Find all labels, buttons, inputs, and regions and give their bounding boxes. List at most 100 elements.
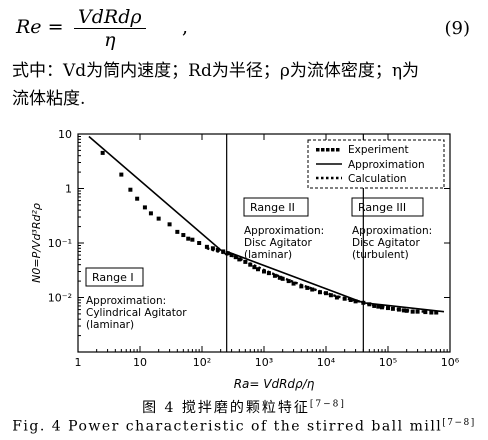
experiment-point	[277, 275, 282, 280]
y-axis-label: N0=P/Vd³Rd²ρ	[30, 203, 43, 283]
experiment-point	[186, 236, 191, 241]
experiment-point	[252, 265, 257, 270]
experiment-point	[262, 269, 266, 274]
legend-calculation-label: Calculation	[348, 173, 407, 185]
experiment-point	[379, 305, 384, 310]
experiment-point	[353, 299, 358, 304]
y-tick-label: 10	[58, 128, 72, 141]
experiment-point	[237, 257, 242, 262]
range-desc-line: Approximation:	[352, 225, 432, 237]
x-tick-label: 10³	[255, 356, 273, 369]
range-desc-line: Approximation:	[86, 295, 166, 307]
experiment-point	[229, 253, 234, 258]
x-tick-label: 1	[75, 356, 82, 369]
experiment-point	[376, 304, 381, 309]
legend-approximation-label: Approximation	[348, 159, 425, 171]
x-tick-label: 10⁴	[317, 356, 336, 369]
range-title-box-3	[351, 197, 424, 217]
y-tick-label: 1	[65, 183, 72, 196]
equation-number: (9)	[444, 18, 471, 39]
x-tick-label: 10²	[193, 356, 211, 369]
experiment-point	[317, 290, 322, 295]
experiment-point	[372, 303, 377, 308]
equation-fraction: VdRdρ η	[74, 6, 146, 51]
experiment-point	[100, 150, 105, 155]
experiment-point	[280, 276, 285, 281]
experiment-point	[119, 172, 124, 177]
legend-experiment-marker	[316, 148, 320, 152]
experiment-point	[367, 302, 372, 307]
experiment-point	[386, 306, 390, 311]
experiment-point	[410, 309, 415, 314]
experiment-point	[348, 297, 353, 302]
experiment-point	[401, 308, 406, 313]
range-desc-line: (laminar)	[244, 249, 292, 261]
experiment-point	[272, 273, 277, 278]
figure-caption-en: Fig. 4 Power characteristic of the stirr…	[12, 418, 476, 435]
range-desc-line: (laminar)	[86, 319, 134, 331]
experiment-point	[175, 229, 180, 234]
experiment-point	[429, 310, 434, 315]
equation-comma: ,	[182, 16, 189, 38]
equation-lhs: Re =	[16, 16, 64, 38]
experiment-point	[190, 237, 195, 242]
experiment-point	[167, 222, 172, 227]
experiment-point	[415, 309, 420, 314]
approximation-line-3	[363, 301, 445, 313]
description-line-1: 式中：Vd为筒内速度；Rd为半径；ρ为流体密度；η为	[12, 61, 420, 81]
experiment-point	[334, 295, 339, 300]
experiment-point	[243, 259, 248, 264]
figure-caption-cn: 图 4 搅拌磨的颗粒特征[7−8]	[142, 399, 346, 416]
experiment-point	[390, 306, 395, 311]
x-tick-label: 10	[133, 356, 147, 369]
legend-experiment-marker	[326, 148, 330, 152]
description-line-2: 流体粘度.	[12, 89, 86, 109]
experiment-point	[181, 233, 186, 238]
experiment-point	[299, 284, 304, 289]
range-title-3: Range III	[358, 201, 406, 214]
experiment-point	[233, 255, 238, 260]
experiment-point	[305, 285, 310, 290]
experiment-point	[204, 244, 209, 249]
experiment-point	[328, 293, 333, 298]
equation-denominator: η	[104, 29, 116, 51]
experiment-point	[221, 249, 226, 254]
y-tick-label: 10⁻¹	[48, 237, 72, 250]
experiment-point	[266, 271, 271, 276]
experiment-point	[434, 310, 439, 315]
experiment-point	[324, 291, 328, 296]
experiment-point	[128, 187, 133, 192]
experiment-point	[342, 296, 347, 301]
experiment-point	[255, 267, 260, 272]
range-title-box-1	[85, 267, 144, 287]
range-desc-line: Disc Agitator	[352, 237, 420, 249]
range-title-1: Range I	[92, 271, 134, 284]
legend-experiment-label: Experiment	[348, 144, 409, 156]
experiment-point	[156, 216, 161, 221]
approximation-line-2	[226, 250, 364, 304]
experiment-point	[148, 211, 153, 216]
experiment-point	[248, 262, 253, 267]
experiment-point	[215, 247, 220, 252]
y-tick-label: 10⁻²	[48, 292, 72, 305]
experiment-point	[291, 281, 296, 286]
experiment-point	[225, 251, 230, 256]
power-characteristic-chart: 1 10 10² 10³ 10⁴ 10⁵ 10⁶ 10 1 10⁻¹ 10⁻² Range I Appr…	[30, 128, 460, 391]
range-desc-line: Cylindrical Agitator	[86, 307, 187, 319]
range-title-2: Range II	[250, 201, 295, 214]
legend-experiment-marker	[331, 148, 335, 152]
equation-numerator: VdRdρ	[74, 6, 146, 29]
experiment-point	[135, 196, 140, 201]
range-desc-line: (turbulent)	[352, 249, 409, 261]
x-tick-label: 10⁵	[379, 356, 397, 369]
range-desc-line: Disc Agitator	[244, 237, 312, 249]
experiment-point	[310, 287, 315, 292]
experiment-point	[361, 300, 366, 305]
experiment-point	[396, 307, 401, 312]
x-tick-label: 10⁶	[441, 356, 460, 369]
experiment-point	[197, 241, 202, 245]
approximation-line-1	[88, 135, 228, 256]
legend-experiment-marker	[321, 148, 325, 152]
x-axis-label: Ra= VdRdρ/η	[234, 377, 315, 391]
experiment-point	[404, 308, 409, 313]
